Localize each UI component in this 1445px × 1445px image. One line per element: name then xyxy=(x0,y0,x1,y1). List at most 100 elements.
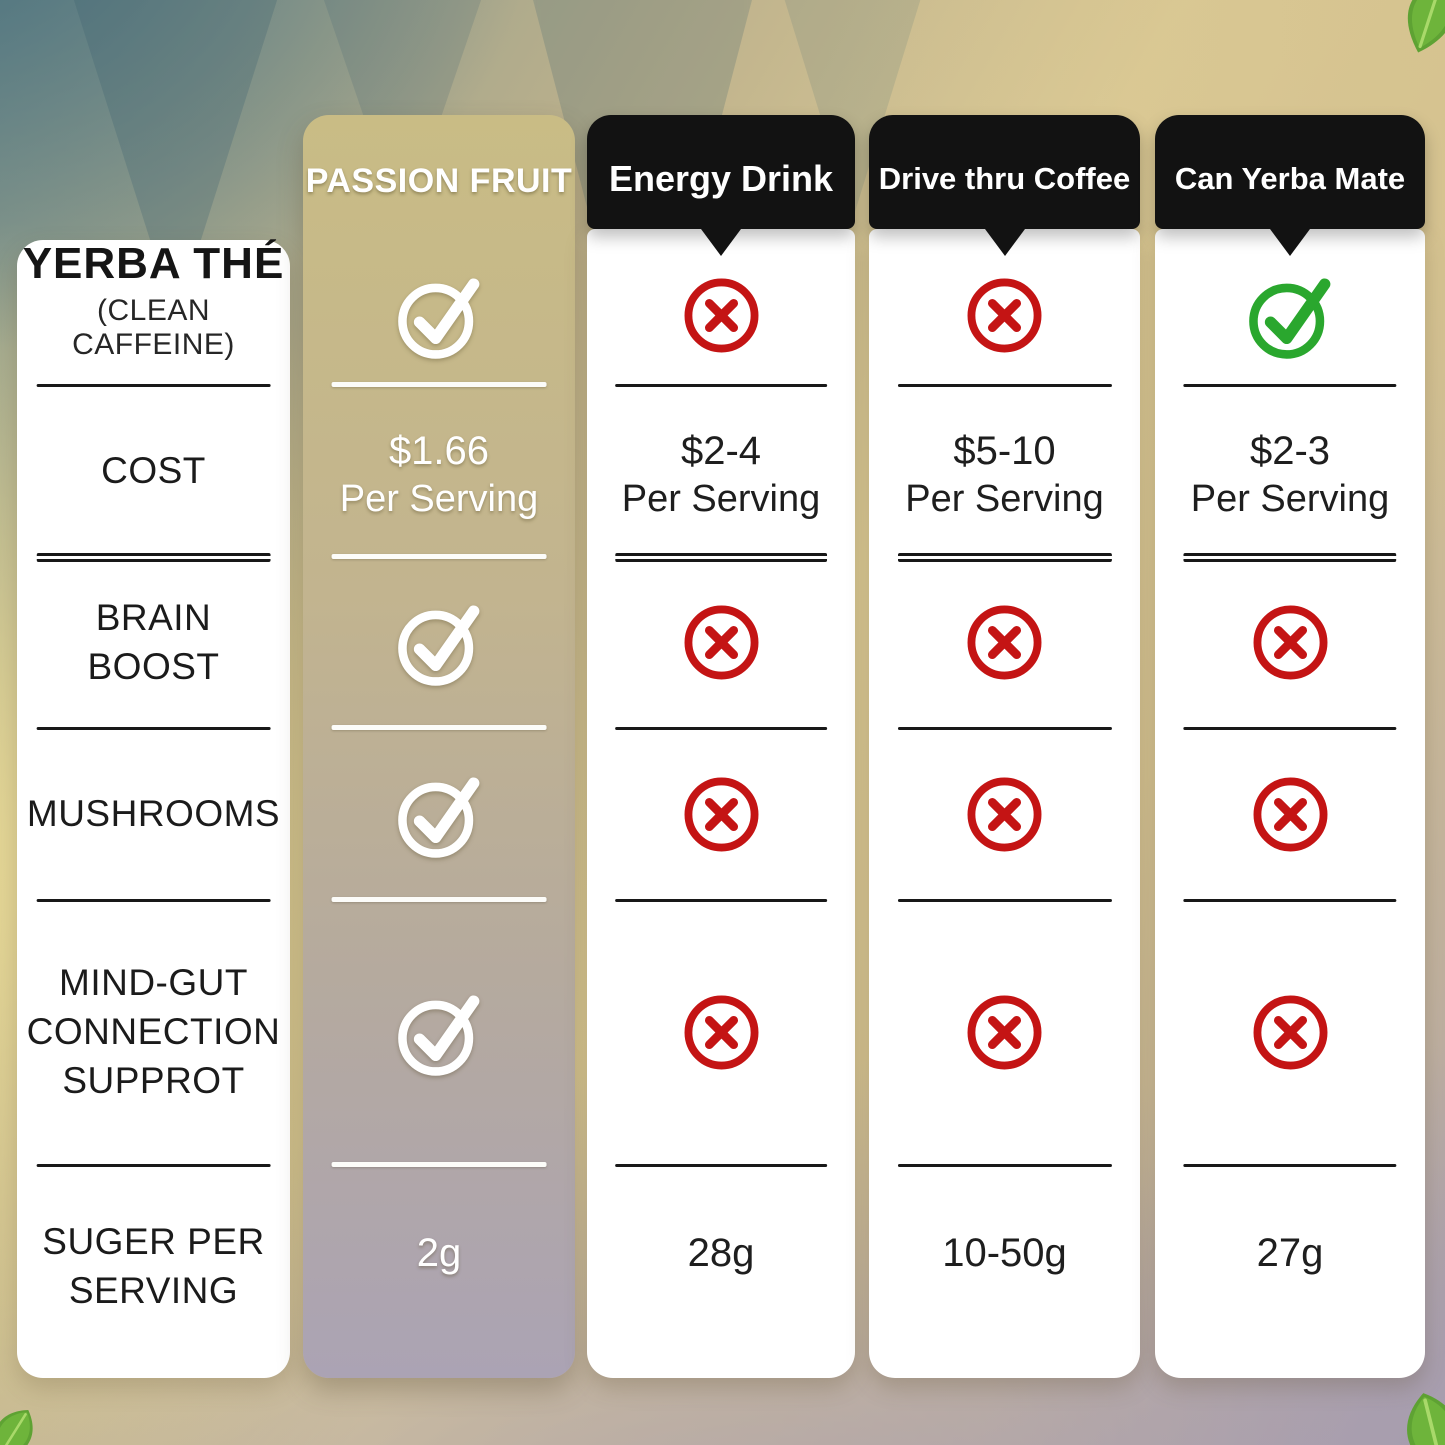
mind-gut-cell xyxy=(303,900,575,1167)
cross-icon xyxy=(1247,771,1334,858)
row-divider xyxy=(615,1164,827,1167)
feature-cell xyxy=(1155,229,1425,387)
row-divider xyxy=(897,899,1112,902)
cost-cell: $2-3 Per Serving xyxy=(1155,385,1425,562)
column-body: $5-10 Per Serving xyxy=(869,229,1140,1378)
cost-cell: $5-10 Per Serving xyxy=(869,385,1140,562)
mind-gut-cell xyxy=(869,900,1140,1167)
sugar-cell: 27g xyxy=(1155,1165,1425,1378)
row-label-mind-gut: MIND-GUT CONNECTION SUPPROT xyxy=(17,900,290,1167)
cross-icon xyxy=(678,771,765,858)
column-body: $1.66 Per Serving xyxy=(303,229,575,1378)
mint-leaf-icon xyxy=(1378,1380,1445,1445)
cross-icon xyxy=(961,272,1048,359)
mushrooms-cell xyxy=(587,728,855,902)
row-divider xyxy=(36,899,271,902)
row-divider xyxy=(615,384,827,387)
sugar-cell: 28g xyxy=(587,1165,855,1378)
row-divider xyxy=(331,1162,547,1167)
mushrooms-cell xyxy=(1155,728,1425,902)
row-label-sugar: SUGER PER SERVING xyxy=(42,1220,265,1311)
sugar-cell: 10-50g xyxy=(869,1165,1140,1378)
cross-icon xyxy=(678,989,765,1076)
check-icon xyxy=(392,985,487,1080)
check-icon xyxy=(392,595,487,690)
column-passion-fruit: PASSION FRUIT $1.66 Per Serving xyxy=(303,115,575,1378)
cost-unit: Per Serving xyxy=(621,478,821,521)
row-divider xyxy=(615,899,827,902)
sugar-value: 28g xyxy=(687,1231,755,1275)
mushrooms-cell xyxy=(303,728,575,902)
sugar-value: 2g xyxy=(416,1231,462,1275)
cost-value: $2-3 xyxy=(1249,429,1331,474)
mint-leaf-icon xyxy=(1380,0,1445,66)
cost-cell: $1.66 Per Serving xyxy=(303,385,575,559)
row-label-subtitle: (CLEAN CAFFEINE) xyxy=(72,293,235,361)
row-divider-double xyxy=(897,553,1112,562)
row-divider xyxy=(897,727,1112,730)
row-divider-double xyxy=(615,553,827,562)
column-header: Drive thru Coffee xyxy=(869,115,1140,229)
row-divider-double xyxy=(1183,553,1397,562)
column-header: Can Yerba Mate xyxy=(1155,115,1425,229)
feature-cell xyxy=(303,229,575,387)
brain-boost-cell xyxy=(587,557,855,730)
row-divider xyxy=(331,725,547,730)
cost-unit: Per Serving xyxy=(905,478,1104,521)
cost-value: $1.66 xyxy=(388,429,490,474)
feature-cell xyxy=(869,229,1140,387)
mushrooms-cell xyxy=(869,728,1140,902)
row-label-yerba-the: YERBA THÉ (CLEAN CAFFEINE) xyxy=(17,239,290,387)
row-label-title: YERBA THÉ xyxy=(22,239,285,289)
row-labels-column: YERBA THÉ (CLEAN CAFFEINE) COST BRAIN BO… xyxy=(17,239,290,1378)
mind-gut-cell xyxy=(1155,900,1425,1167)
row-divider xyxy=(331,897,547,902)
row-divider xyxy=(331,554,547,559)
brain-boost-cell xyxy=(869,557,1140,730)
cost-value: $5-10 xyxy=(953,429,1056,474)
column-header-label: Drive thru Coffee xyxy=(878,161,1131,196)
row-divider xyxy=(331,382,547,387)
sugar-value: 10-50g xyxy=(942,1231,1067,1275)
sugar-cell: 2g xyxy=(303,1165,575,1378)
cost-value: $2-4 xyxy=(680,429,762,474)
check-icon xyxy=(1243,268,1338,363)
mint-leaf-icon xyxy=(0,1389,58,1445)
column-header-label: Energy Drink xyxy=(608,158,834,199)
row-divider xyxy=(897,384,1112,387)
row-divider xyxy=(897,1164,1112,1167)
row-divider xyxy=(1183,899,1397,902)
cross-icon xyxy=(678,599,765,686)
cost-unit: Per Serving xyxy=(1190,478,1390,521)
cross-icon xyxy=(1247,599,1334,686)
cross-icon xyxy=(961,989,1048,1076)
brain-boost-cell xyxy=(1155,557,1425,730)
row-label-cost: COST xyxy=(17,385,290,562)
cross-icon xyxy=(961,599,1048,686)
sugar-value: 27g xyxy=(1256,1231,1324,1275)
row-divider xyxy=(1183,1164,1397,1167)
row-divider xyxy=(36,727,271,730)
row-label-mushrooms: MUSHROOMS xyxy=(17,728,290,902)
column-body: $2-3 Per Serving xyxy=(1155,229,1425,1378)
mind-gut-cell xyxy=(587,900,855,1167)
row-divider xyxy=(36,1164,271,1167)
column-header: Energy Drink xyxy=(587,115,855,229)
row-divider-double xyxy=(36,553,271,562)
check-icon xyxy=(392,268,487,363)
check-icon xyxy=(392,767,487,862)
cost-unit: Per Serving xyxy=(339,478,539,521)
cross-icon xyxy=(961,771,1048,858)
row-divider xyxy=(615,727,827,730)
row-divider xyxy=(1183,727,1397,730)
column-header-label: Can Yerba Mate xyxy=(1174,161,1406,196)
row-label-brain-boost: BRAIN BOOST xyxy=(17,557,290,730)
cross-icon xyxy=(678,272,765,359)
column-energy-drink: Energy Drink $2-4 Per Serving xyxy=(587,115,855,1378)
feature-cell xyxy=(587,229,855,387)
cost-cell: $2-4 Per Serving xyxy=(587,385,855,562)
row-divider xyxy=(1183,384,1397,387)
column-header-label: PASSION FRUIT xyxy=(305,161,573,200)
column-body: $2-4 Per Serving xyxy=(587,229,855,1378)
